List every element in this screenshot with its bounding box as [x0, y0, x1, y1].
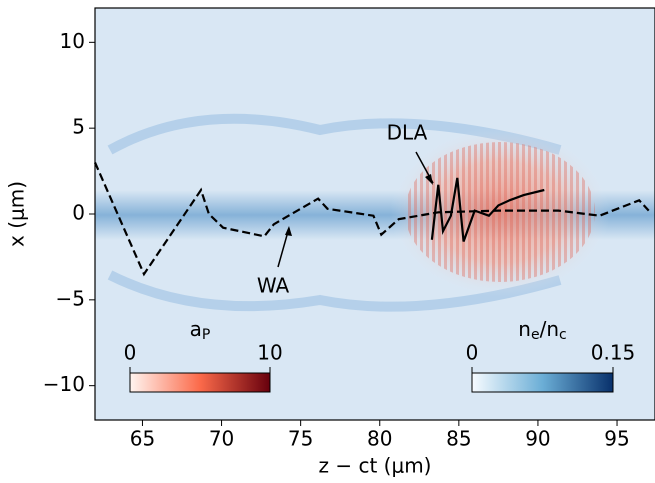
annotation-label: DLA	[387, 121, 428, 145]
colorbar-label: ne/nc	[518, 317, 566, 344]
colorbar-label-part: P	[202, 327, 210, 343]
colorbar-tick-label: 0	[466, 341, 479, 365]
colorbar-tick-label: 10	[257, 341, 282, 365]
y-axis-label: x (μm)	[5, 181, 29, 247]
colorbar-tick-label: 0.15	[591, 341, 636, 365]
x-axis-label: z − ct (μm)	[319, 454, 432, 478]
annotation-label: WA	[257, 274, 290, 298]
x-tick-label: 70	[209, 427, 234, 451]
colorbar-label-part: n	[518, 317, 531, 341]
colorbar-label-part: e	[531, 327, 540, 343]
y-tick-label: 0	[72, 201, 85, 225]
annotation-arrowhead	[425, 174, 433, 185]
colorbar-label-part: a	[190, 317, 202, 341]
series-line	[430, 177, 545, 242]
field-background	[95, 8, 655, 420]
colorbar-label: aP	[190, 317, 211, 344]
x-tick-label: 85	[446, 427, 471, 451]
colorbar-tick-label: 0	[124, 341, 137, 365]
x-tick-label: 95	[604, 427, 629, 451]
y-tick-label: −5	[56, 286, 85, 310]
x-tick-label: 65	[130, 427, 155, 451]
annotation-arrowhead	[285, 226, 292, 236]
x-tick-label: 90	[525, 427, 550, 451]
colorbar	[471, 372, 614, 393]
x-tick-label: 75	[288, 427, 313, 451]
colorbar	[129, 372, 271, 393]
colorbar-label-part: c	[559, 327, 567, 343]
colorbar-label-part: /n	[540, 317, 559, 341]
y-tick-label: −10	[43, 372, 85, 396]
x-tick-label: 80	[367, 427, 392, 451]
y-tick-label: 10	[60, 29, 85, 53]
series-line	[93, 162, 650, 277]
y-tick-label: 5	[72, 115, 85, 139]
